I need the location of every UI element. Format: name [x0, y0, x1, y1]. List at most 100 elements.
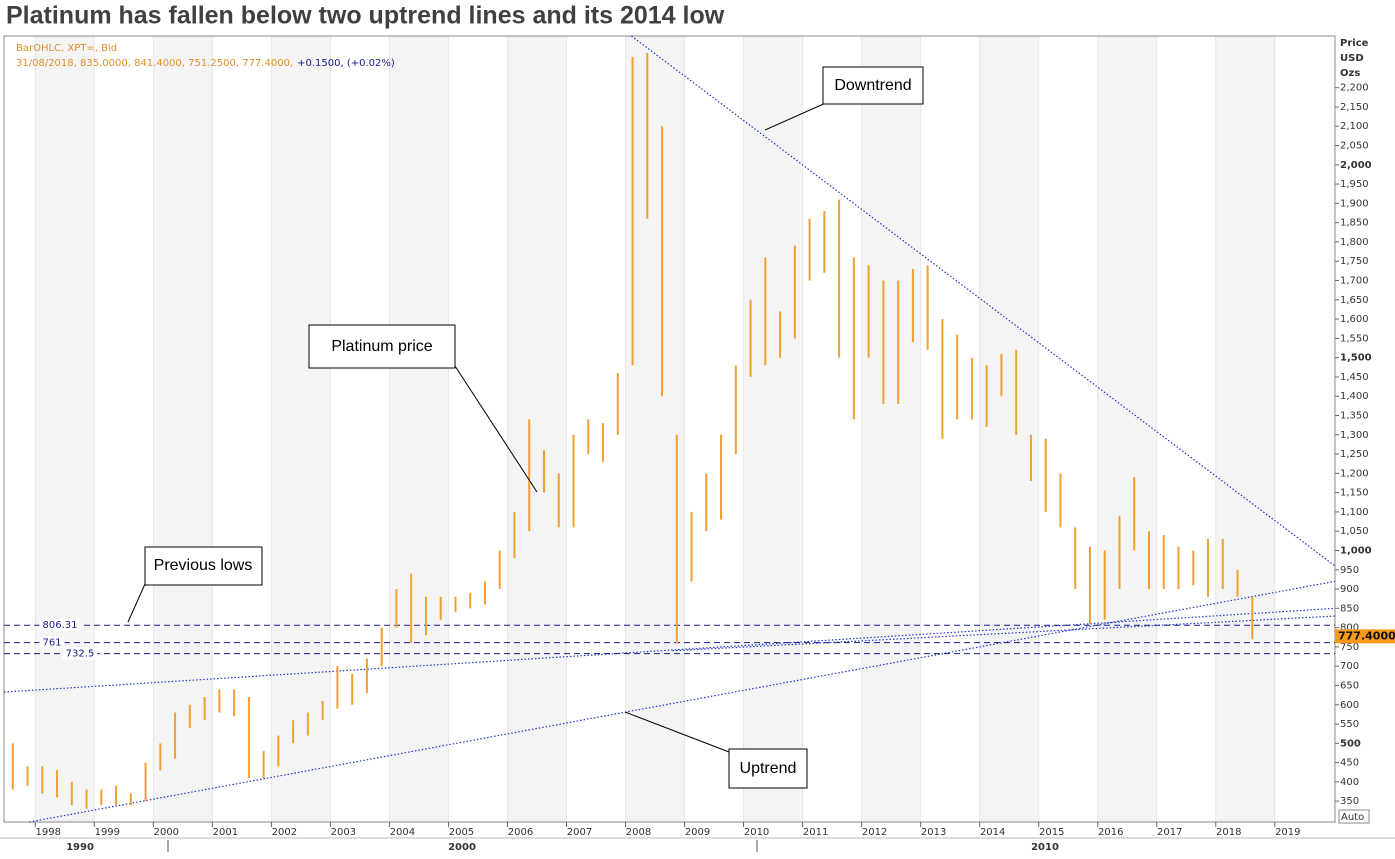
decade-label: 1990 [66, 842, 94, 853]
last-price-tag [1335, 629, 1395, 644]
x-tick-label: 2019 [1275, 827, 1300, 838]
annotation-box [308, 324, 456, 369]
y-tick-label: 1,450 [1340, 372, 1369, 383]
x-tick-label: 2010 [744, 827, 769, 838]
y-tick-label: 1,400 [1340, 391, 1369, 402]
y-axis-title: Ozs [1340, 68, 1360, 79]
x-tick-label: 2001 [213, 827, 238, 838]
level-label: 761 [42, 638, 61, 649]
y-tick-label: 1,350 [1340, 411, 1369, 422]
x-tick-label: 2006 [508, 827, 533, 838]
leader-line [127, 583, 146, 623]
y-tick-label: 2,200 [1340, 83, 1369, 94]
y-tick-label: 1,050 [1340, 526, 1369, 537]
year-bands [34, 36, 1276, 822]
year-band [625, 36, 685, 822]
y-tick-label: 1,800 [1340, 237, 1369, 248]
y-tick-label: 2,100 [1340, 121, 1369, 132]
leader-line [454, 365, 538, 493]
year-band [389, 36, 449, 822]
y-axis-title: USD [1340, 53, 1364, 64]
y-tick-label: 550 [1340, 719, 1359, 730]
x-tick-label: 2015 [1039, 827, 1064, 838]
y-tick-label: 1,100 [1340, 507, 1369, 518]
y-tick-label: 650 [1340, 680, 1359, 691]
y-tick-label: 700 [1340, 661, 1359, 672]
x-tick-label: 2018 [1216, 827, 1241, 838]
x-tick-label: 1999 [95, 827, 120, 838]
year-band [35, 36, 95, 822]
level-label: 732.5 [66, 649, 95, 660]
x-tick-label: 2005 [449, 827, 474, 838]
level-label-bg [62, 647, 98, 660]
y-tick-label: 1,850 [1340, 218, 1369, 229]
x-tick-label: 2011 [803, 827, 828, 838]
annotation-box [822, 66, 924, 105]
y-tick-label: 800 [1340, 623, 1359, 634]
x-tick-label: 2004 [390, 827, 415, 838]
info-line: BarOHLC, XPT=, Bid [16, 43, 117, 54]
y-tick-label: 900 [1340, 584, 1359, 595]
y-tick-label: 1,300 [1340, 430, 1369, 441]
y-tick-label: 1,600 [1340, 314, 1369, 325]
year-band [979, 36, 1039, 822]
decade-label: 2000 [448, 842, 476, 853]
y-tick-label: 2,150 [1340, 102, 1369, 113]
auto-button[interactable] [1338, 809, 1370, 824]
x-tick-label: 2009 [685, 827, 710, 838]
annotation: Previous lows [154, 557, 253, 574]
x-tick-label: 2012 [862, 827, 887, 838]
annotation: Uptrend [740, 760, 797, 777]
y-tick-label: 950 [1340, 565, 1359, 576]
x-tick-label: 2007 [567, 827, 592, 838]
level-label-bg [39, 636, 65, 649]
y-tick-label: 2,050 [1340, 141, 1369, 152]
annotation: Platinum price [331, 338, 432, 355]
x-tick-label: 2008 [626, 827, 651, 838]
x-tick-label: 2016 [1098, 827, 1123, 838]
x-tick-label: 2014 [980, 827, 1005, 838]
y-tick-label: 1,550 [1340, 333, 1369, 344]
trendline [29, 580, 1336, 823]
info-line: 31/08/2018, 835.0000, 841.4000, 751.2500… [16, 58, 293, 69]
y-tick-label: 350 [1340, 796, 1359, 807]
leader-line [764, 101, 829, 131]
year-band [861, 36, 921, 822]
annotation-box [728, 748, 808, 789]
year-band [743, 36, 803, 822]
level-label-bg [39, 619, 81, 632]
year-band [1215, 36, 1275, 822]
annotations: Downtrend Platinum price Previous lows U… [127, 66, 924, 789]
year-band [1097, 36, 1157, 822]
y-tick-label: 1,250 [1340, 449, 1369, 460]
auto-button-label[interactable]: Auto [1341, 812, 1364, 823]
annotation: Downtrend [834, 77, 911, 94]
y-tick-label: 600 [1340, 700, 1359, 711]
y-tick-label: 1,150 [1340, 488, 1369, 499]
decade-label: 2010 [1031, 842, 1059, 853]
year-band [271, 36, 331, 822]
year-band [507, 36, 567, 822]
y-axis-title: Price [1340, 38, 1369, 49]
y-tick-label: 2,000 [1340, 160, 1372, 171]
last-price-label: 777.4000 [1338, 629, 1395, 642]
marks: 806.31 761 732.5 [3, 35, 1336, 823]
leader-line [624, 711, 730, 753]
plot-frame [3, 35, 1336, 823]
y-tick-label: 450 [1340, 758, 1359, 769]
y-tick-label: 1,200 [1340, 468, 1369, 479]
y-tick-label: 850 [1340, 603, 1359, 614]
y-tick-label: 1,700 [1340, 276, 1369, 287]
annotation-box [144, 546, 263, 586]
x-tick-label: 2013 [921, 827, 946, 838]
y-tick-label: 1,650 [1340, 295, 1369, 306]
y-tick-label: 1,950 [1340, 179, 1369, 190]
info-change: +0.1500, (+0.02%) [297, 58, 395, 69]
year-band [153, 36, 213, 822]
y-tick-label: 500 [1340, 738, 1361, 749]
y-tick-label: 1,750 [1340, 256, 1369, 267]
x-tick-label: 2017 [1157, 827, 1182, 838]
x-tick-label: 1998 [36, 827, 61, 838]
